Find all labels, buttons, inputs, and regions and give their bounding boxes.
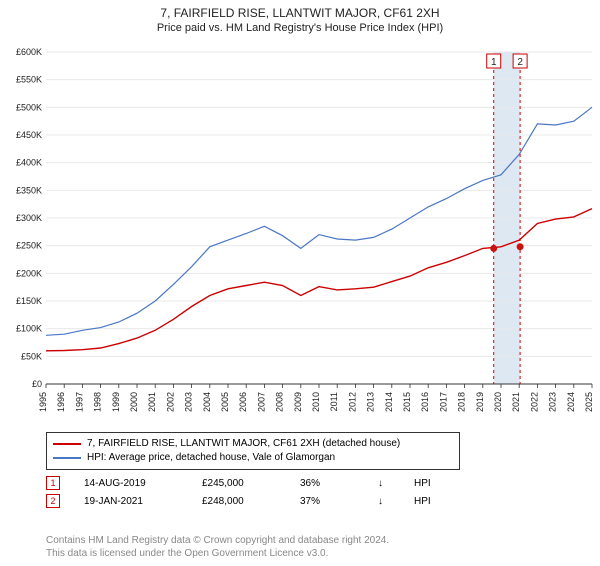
sale-date: 19-JAN-2021	[84, 496, 184, 507]
svg-text:2015: 2015	[402, 392, 412, 412]
footer-attribution: Contains HM Land Registry data © Crown c…	[46, 534, 590, 560]
svg-text:£0: £0	[32, 379, 42, 389]
sale-row: 1 14-AUG-2019 £245,000 36% ↓ HPI	[46, 474, 454, 492]
svg-text:£400K: £400K	[16, 158, 42, 168]
svg-text:1996: 1996	[56, 392, 66, 412]
svg-text:2024: 2024	[566, 392, 576, 412]
svg-text:£350K: £350K	[16, 185, 42, 195]
arrow-down-icon: ↓	[378, 478, 396, 489]
svg-text:2009: 2009	[293, 392, 303, 412]
svg-text:£300K: £300K	[16, 213, 42, 223]
legend-label: HPI: Average price, detached house, Vale…	[87, 451, 335, 465]
legend-item: HPI: Average price, detached house, Vale…	[53, 451, 453, 465]
svg-text:£550K: £550K	[16, 75, 42, 85]
sale-row: 2 19-JAN-2021 £248,000 37% ↓ HPI	[46, 492, 454, 510]
svg-text:2018: 2018	[457, 392, 467, 412]
svg-text:2011: 2011	[329, 392, 339, 411]
svg-text:2022: 2022	[529, 392, 539, 412]
sale-price: £248,000	[202, 496, 282, 507]
sale-pct: 36%	[300, 478, 360, 489]
svg-text:2013: 2013	[366, 392, 376, 412]
sale-hpi-label: HPI	[414, 496, 454, 507]
svg-text:2004: 2004	[202, 392, 212, 412]
footer-line-2: This data is licensed under the Open Gov…	[46, 547, 590, 560]
svg-text:2001: 2001	[147, 392, 157, 412]
legend-swatch	[53, 443, 81, 445]
svg-text:1999: 1999	[111, 392, 121, 412]
svg-text:1998: 1998	[93, 392, 103, 412]
legend-item: 7, FAIRFIELD RISE, LLANTWIT MAJOR, CF61 …	[53, 437, 453, 451]
page-subtitle: Price paid vs. HM Land Registry's House …	[0, 22, 600, 34]
sale-badge: 2	[46, 494, 60, 508]
svg-text:£450K: £450K	[16, 130, 42, 140]
svg-text:£500K: £500K	[16, 102, 42, 112]
svg-text:£100K: £100K	[16, 324, 42, 334]
svg-text:1: 1	[491, 57, 497, 68]
svg-text:2021: 2021	[511, 392, 521, 412]
svg-text:2023: 2023	[548, 392, 558, 412]
svg-text:2014: 2014	[384, 392, 394, 412]
svg-text:2008: 2008	[275, 392, 285, 412]
svg-text:£50K: £50K	[21, 351, 42, 361]
svg-text:£200K: £200K	[16, 268, 42, 278]
sale-badge: 1	[46, 476, 60, 490]
chart-container: £0 £50K £100K £150K £200K £250K £300K £350K £400…	[0, 44, 600, 424]
footer-line-1: Contains HM Land Registry data © Crown c…	[46, 534, 590, 547]
svg-text:2019: 2019	[475, 392, 485, 412]
legend: 7, FAIRFIELD RISE, LLANTWIT MAJOR, CF61 …	[46, 432, 460, 470]
svg-text:2025: 2025	[584, 392, 594, 412]
svg-text:2003: 2003	[184, 392, 194, 412]
svg-text:2000: 2000	[129, 392, 139, 412]
svg-text:£250K: £250K	[16, 241, 42, 251]
sales-table: 1 14-AUG-2019 £245,000 36% ↓ HPI 2 19-JAN-2021 £…	[46, 474, 454, 510]
svg-text:2005: 2005	[220, 392, 230, 412]
page-title: 7, FAIRFIELD RISE, LLANTWIT MAJOR, CF61 …	[0, 6, 600, 20]
svg-text:2: 2	[517, 57, 523, 68]
svg-text:2016: 2016	[420, 392, 430, 412]
svg-text:2006: 2006	[238, 392, 248, 412]
sale-price: £245,000	[202, 478, 282, 489]
svg-text:2017: 2017	[438, 392, 448, 412]
legend-swatch	[53, 457, 81, 459]
line-chart: £0 £50K £100K £150K £200K £250K £300K £350K £400…	[0, 44, 600, 424]
svg-text:£600K: £600K	[16, 47, 42, 57]
svg-text:2010: 2010	[311, 392, 321, 412]
svg-text:1995: 1995	[38, 392, 48, 412]
svg-text:2002: 2002	[165, 392, 175, 412]
svg-text:2007: 2007	[256, 392, 266, 412]
svg-text:1997: 1997	[74, 392, 84, 412]
legend-label: 7, FAIRFIELD RISE, LLANTWIT MAJOR, CF61 …	[87, 437, 400, 451]
arrow-down-icon: ↓	[378, 496, 396, 507]
sale-date: 14-AUG-2019	[84, 478, 184, 489]
svg-text:2020: 2020	[493, 392, 503, 412]
sale-pct: 37%	[300, 496, 360, 507]
svg-text:2012: 2012	[347, 392, 357, 412]
svg-text:£150K: £150K	[16, 296, 42, 306]
sale-hpi-label: HPI	[414, 478, 454, 489]
